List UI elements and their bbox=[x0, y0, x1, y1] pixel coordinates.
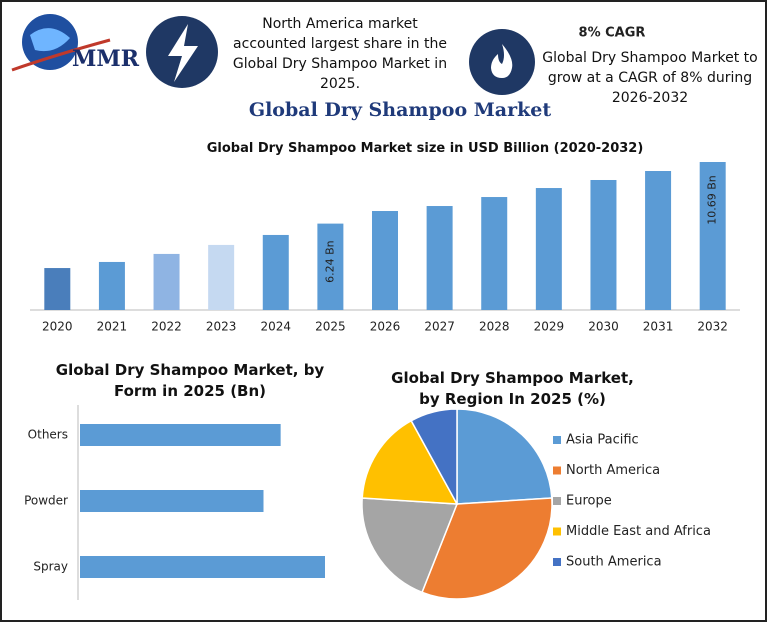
bar bbox=[372, 211, 398, 310]
swoosh bbox=[11, 38, 111, 72]
bar bbox=[44, 268, 71, 310]
bar bbox=[208, 244, 235, 310]
bolt bbox=[168, 24, 198, 82]
legend-label: Asia Pacific bbox=[566, 433, 639, 448]
brand: MMR bbox=[72, 46, 140, 72]
legend-label: North America bbox=[566, 463, 660, 478]
legend-label: South America bbox=[566, 555, 662, 570]
value-label: 6.24 Bn bbox=[323, 240, 336, 283]
flame bbox=[491, 44, 513, 78]
bar bbox=[699, 162, 726, 310]
region-title: Global Dry Shampoo Market, by Region In … bbox=[391, 369, 634, 408]
x-tick-label: 2032 bbox=[697, 320, 728, 334]
legend-swatch bbox=[553, 436, 561, 444]
pie-slice bbox=[361, 419, 459, 505]
note-right: Global Dry Shampoo Market to grow at a C… bbox=[542, 50, 758, 106]
legend-swatch bbox=[553, 466, 561, 475]
bar bbox=[80, 424, 281, 446]
y-tick-label: Powder bbox=[24, 494, 68, 508]
legend-swatch bbox=[553, 558, 561, 566]
x-tick-label: 2028 bbox=[479, 320, 510, 334]
bar bbox=[98, 261, 125, 310]
form-title: Global Dry Shampoo Market, by Form in 20… bbox=[55, 361, 325, 400]
globe-land bbox=[30, 28, 70, 52]
bar bbox=[262, 234, 289, 310]
y-tick-label: Spray bbox=[33, 560, 68, 574]
x-tick-label: 2029 bbox=[534, 320, 565, 334]
x-tick-label: 2024 bbox=[260, 320, 291, 334]
x-tick-label: 2027 bbox=[424, 320, 455, 334]
x-tick-label: 2021 bbox=[97, 320, 128, 334]
bar-title: Global Dry Shampoo Market size in USD Bi… bbox=[206, 141, 644, 156]
value-label: 10.69 Bn bbox=[706, 175, 719, 225]
legend-swatch bbox=[553, 497, 561, 505]
bar bbox=[80, 490, 264, 512]
note-left: North America market accounted largest s… bbox=[232, 16, 448, 92]
bar bbox=[153, 253, 180, 310]
bar bbox=[426, 206, 453, 310]
y-tick-label: Others bbox=[28, 428, 68, 442]
bar bbox=[80, 556, 325, 578]
legend-label: Middle East and Africa bbox=[566, 524, 711, 539]
pie-slice bbox=[456, 408, 553, 505]
icon-flame bbox=[469, 29, 535, 95]
bar bbox=[645, 170, 672, 310]
x-tick-label: 2025 bbox=[315, 320, 346, 334]
x-tick-label: 2020 bbox=[42, 320, 73, 334]
legend-label: Europe bbox=[566, 494, 612, 509]
legend-swatch bbox=[553, 527, 561, 536]
main-title: Global Dry Shampoo Market bbox=[249, 99, 551, 121]
x-tick-label: 2031 bbox=[643, 320, 674, 334]
x-tick-label: 2030 bbox=[588, 320, 619, 334]
bar bbox=[535, 188, 562, 310]
bar bbox=[590, 179, 617, 310]
cagr-title: 8% CAGR bbox=[579, 26, 646, 41]
pie-slice bbox=[410, 408, 458, 505]
x-tick-label: 2026 bbox=[370, 320, 401, 334]
x-tick-label: 2023 bbox=[206, 320, 237, 334]
pie-slice bbox=[421, 497, 553, 600]
pie-slice bbox=[361, 497, 459, 594]
bar bbox=[317, 223, 344, 310]
x-tick-label: 2022 bbox=[151, 320, 182, 334]
bar bbox=[481, 197, 508, 310]
